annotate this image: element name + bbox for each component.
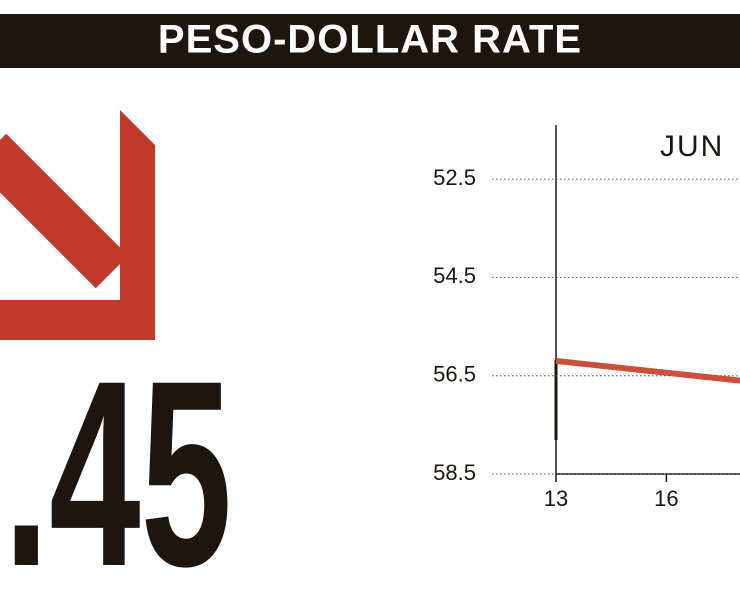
x-tick-label: 13	[544, 486, 568, 511]
y-tick-label: 54.5	[433, 263, 476, 288]
arrow-head	[0, 110, 155, 340]
series-line	[555, 357, 740, 384]
headline-value: 7.45	[0, 325, 232, 600]
y-tick-label: 58.5	[433, 460, 476, 485]
arrow-shaft	[0, 133, 129, 289]
y-tick-label: 52.5	[433, 165, 476, 190]
chart-title: PESO-DOLLAR RATE	[158, 18, 582, 62]
period-label: JUN	[660, 130, 724, 163]
y-tick-label: 56.5	[433, 362, 476, 387]
title-bar	[0, 14, 740, 68]
headline-group: 7.45	[0, 325, 232, 600]
x-tick-label: 16	[654, 486, 678, 511]
